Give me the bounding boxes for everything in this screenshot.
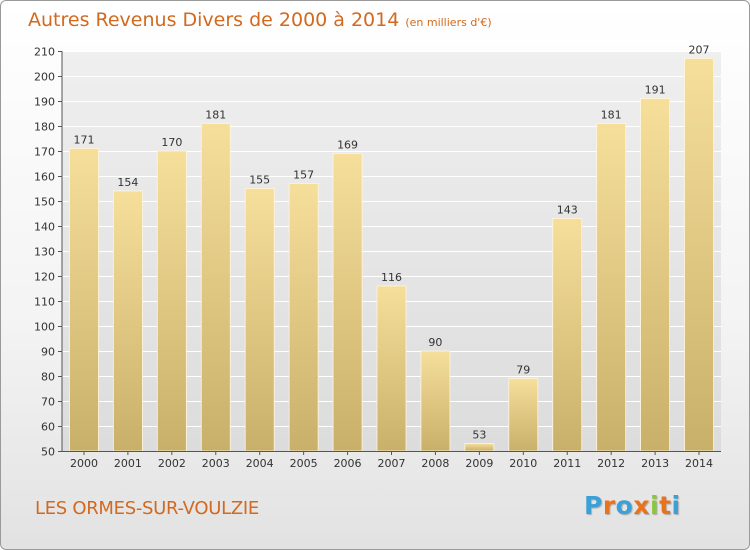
bar — [69, 148, 99, 452]
bar — [640, 98, 670, 452]
x-tick-label: 2009 — [465, 457, 493, 470]
x-tick-label: 2002 — [158, 457, 186, 470]
data-label: 53 — [472, 429, 486, 442]
proxiti-logo: Proxiti — [584, 491, 681, 520]
x-tick-label: 2013 — [641, 457, 669, 470]
y-tick-label: 180 — [34, 121, 55, 134]
bar — [508, 378, 539, 452]
chart-title: Autres Revenus Divers de 2000 à 2014 (en … — [28, 9, 492, 31]
data-label: 181 — [601, 109, 622, 122]
logo-letter: P — [584, 491, 603, 520]
x-tick-label: 2011 — [553, 457, 581, 470]
logo-letter: i — [671, 491, 681, 520]
data-label: 157 — [293, 169, 314, 182]
logo-letter: i — [650, 491, 660, 520]
x-tick-label: 2001 — [114, 457, 142, 470]
y-tick-label: 70 — [41, 396, 55, 409]
bar — [552, 218, 583, 452]
bar — [244, 188, 275, 452]
data-label: 171 — [73, 134, 94, 147]
data-label: 191 — [645, 84, 666, 97]
y-tick-label: 60 — [41, 421, 55, 434]
logo-letter: o — [615, 491, 634, 520]
data-label: 79 — [516, 364, 530, 377]
chart-subtitle: (en milliers d'€) — [405, 16, 492, 29]
y-tick-label: 90 — [41, 346, 55, 359]
data-label: 207 — [689, 44, 710, 57]
data-label: 181 — [205, 109, 226, 122]
y-tick-label: 210 — [34, 46, 55, 59]
y-tick-label: 170 — [34, 146, 55, 159]
x-tick-label: 2008 — [421, 457, 449, 470]
bar — [288, 183, 319, 452]
x-tick-label: 2006 — [334, 457, 362, 470]
x-tick-label: 2012 — [597, 457, 625, 470]
y-tick-label: 160 — [34, 171, 55, 184]
y-tick-label: 80 — [41, 371, 55, 384]
y-tick-label: 200 — [34, 71, 55, 84]
x-tick-label: 2004 — [246, 457, 274, 470]
x-tick-label: 2010 — [509, 457, 537, 470]
chart-title-text: Autres Revenus Divers de 2000 à 2014 — [28, 9, 400, 31]
bar — [113, 190, 143, 452]
place-name: LES ORMES-SUR-VOULZIE — [35, 498, 259, 519]
y-tick-label: 100 — [34, 321, 55, 334]
data-label: 116 — [381, 271, 402, 284]
y-tick-label: 110 — [34, 296, 55, 309]
data-label: 143 — [557, 204, 578, 217]
x-tick-label: 2014 — [685, 457, 713, 470]
bar — [156, 150, 187, 452]
data-label: 169 — [337, 139, 358, 152]
bar — [596, 123, 627, 452]
logo-letter: t — [659, 491, 672, 520]
bar — [332, 153, 363, 452]
data-label: 90 — [428, 336, 442, 349]
logo-letter: x — [633, 491, 650, 520]
bar — [464, 443, 495, 452]
y-tick-label: 190 — [34, 96, 55, 109]
bar — [420, 350, 451, 452]
y-tick-label: 140 — [34, 221, 55, 234]
y-tick-label: 130 — [34, 246, 55, 259]
x-tick-label: 2005 — [290, 457, 318, 470]
data-label: 154 — [117, 176, 138, 189]
x-tick-label: 2003 — [202, 457, 230, 470]
y-tick-label: 120 — [34, 271, 55, 284]
bar — [684, 58, 714, 452]
data-label: 155 — [249, 174, 270, 187]
bar — [200, 123, 231, 452]
y-tick-label: 150 — [34, 196, 55, 209]
x-tick-label: 2007 — [378, 457, 406, 470]
y-tick-label: 50 — [41, 446, 55, 459]
bar — [376, 285, 407, 452]
logo-letter: r — [602, 491, 616, 520]
data-label: 170 — [161, 136, 182, 149]
x-tick-label: 2000 — [70, 457, 98, 470]
